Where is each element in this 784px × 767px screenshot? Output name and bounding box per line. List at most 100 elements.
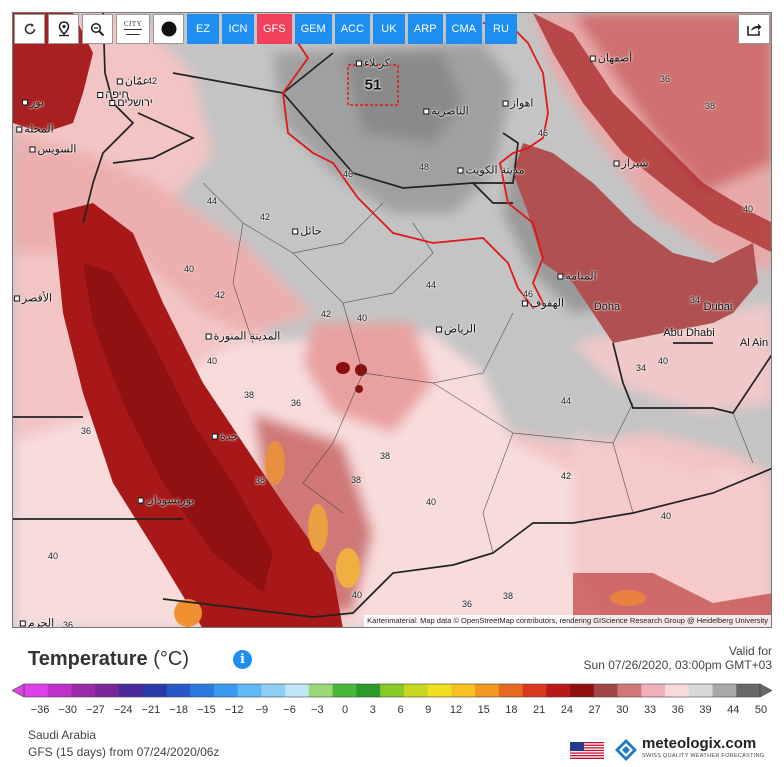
share-icon xyxy=(747,23,762,36)
city-label[interactable]: المنامة xyxy=(557,270,596,283)
city-label[interactable]: بورتسودان xyxy=(138,494,195,507)
model-button-gfs[interactable]: GFS xyxy=(257,14,292,44)
city-mode-icon: CITY xyxy=(123,19,143,30)
scale-tick-label: −9 xyxy=(255,704,269,716)
city-label-latin[interactable]: Al Ain xyxy=(739,337,769,349)
scale-tick-label: 15 xyxy=(477,704,490,716)
city-label-latin[interactable]: Doha xyxy=(593,301,621,313)
city-label[interactable]: الأقصر xyxy=(14,292,52,305)
temperature-value-label: 40 xyxy=(351,590,363,600)
scale-swatch xyxy=(237,684,263,697)
city-mode-button[interactable]: CITY xyxy=(116,14,150,44)
temperature-value-label: 34 xyxy=(635,363,647,373)
temperature-value-label: 38 xyxy=(243,390,255,400)
scale-swatch xyxy=(47,684,73,697)
scale-swatch xyxy=(356,684,381,697)
scale-tick-label: −30 xyxy=(58,704,78,716)
city-label[interactable]: مدينة الكويت xyxy=(457,164,524,177)
model-button-cma[interactable]: CMA xyxy=(445,14,482,44)
map-attribution[interactable]: Kartenmaterial: Map data © OpenStreetMap… xyxy=(364,615,771,627)
refresh-button[interactable] xyxy=(14,14,45,44)
temperature-value-label: 36 xyxy=(80,426,92,436)
city-label[interactable]: جدة xyxy=(212,430,238,443)
temperature-value-label: 40 xyxy=(742,204,754,214)
city-label-latin[interactable]: Abu Dhabi xyxy=(663,327,715,339)
scale-swatch xyxy=(142,684,168,697)
scale-tick-label: 50 xyxy=(754,704,768,716)
temperature-map[interactable]: كربلاء أصفهان عمّان חיפה ירושלים بور المحلة الس… xyxy=(12,12,772,628)
share-button[interactable] xyxy=(738,14,770,44)
scale-swatch xyxy=(546,684,571,697)
legend-title-text: Temperature xyxy=(28,648,148,670)
scale-tick-label: 27 xyxy=(588,704,601,716)
scale-swatch xyxy=(522,684,547,697)
scale-swatch xyxy=(332,684,357,697)
refresh-icon xyxy=(24,23,35,35)
scale-tick-label: −36 xyxy=(30,704,50,716)
persian-gulf xyxy=(513,143,758,343)
max-marker-value: 51 xyxy=(364,76,382,94)
scale-swatch xyxy=(665,684,690,697)
city-label[interactable]: بور xyxy=(22,96,44,109)
model-button-ez[interactable]: EZ xyxy=(187,14,219,44)
scale-swatch xyxy=(570,684,595,697)
city-label[interactable]: الرياض xyxy=(436,323,476,336)
scale-swatch xyxy=(118,684,144,697)
scale-swatch xyxy=(285,684,310,697)
zoom-out-button[interactable] xyxy=(82,14,113,44)
scale-tick-label: 3 xyxy=(369,704,376,716)
temperature-value-label: 40 xyxy=(657,356,669,366)
scale-min-arrow xyxy=(12,683,25,698)
model-button-acc[interactable]: ACC xyxy=(334,14,370,44)
scale-swatch xyxy=(688,684,714,697)
city-label[interactable]: ירושלים xyxy=(109,97,153,109)
point-mode-button[interactable] xyxy=(153,14,184,44)
model-selector: EZ ICN GFS GEM ACC UK ARP CMA RU xyxy=(187,14,517,44)
city-label[interactable]: الحرم xyxy=(20,617,54,628)
city-label[interactable]: حائل xyxy=(292,225,322,238)
city-label-latin[interactable]: Dubai xyxy=(703,301,733,313)
model-button-icn[interactable]: ICN xyxy=(222,14,254,44)
model-button-ru[interactable]: RU xyxy=(485,14,517,44)
city-label[interactable]: المحلة xyxy=(16,123,53,136)
scale-tick-label: 24 xyxy=(560,704,573,716)
temperature-value-label: 40 xyxy=(425,497,437,507)
city-label[interactable]: اهواز xyxy=(503,97,534,110)
temperature-value-label: 36 xyxy=(659,74,671,84)
scale-tick-label: −3 xyxy=(311,704,324,716)
location-button[interactable] xyxy=(48,14,79,44)
model-button-uk[interactable]: UK xyxy=(372,14,405,44)
scale-swatch xyxy=(593,684,619,697)
us-flag-icon[interactable] xyxy=(570,741,604,759)
temperature-value-label: 42 xyxy=(214,290,226,300)
city-label[interactable]: السويس xyxy=(30,143,77,156)
temperature-value-label: 48 xyxy=(418,162,430,172)
city-label[interactable]: شيراز xyxy=(614,157,649,170)
scale-swatch xyxy=(190,684,215,697)
scale-tick-label: −6 xyxy=(283,704,296,716)
city-label[interactable]: المدينة المنورة xyxy=(206,330,281,343)
scale-tick-label: 0 xyxy=(341,704,349,716)
scale-swatch xyxy=(451,684,476,697)
scale-tick-label: −27 xyxy=(86,704,105,716)
brand[interactable]: meteologix.com SWISS QUALITY WEATHER FOR… xyxy=(570,736,764,764)
city-label[interactable]: كربلاء xyxy=(356,57,390,70)
scale-swatch xyxy=(380,684,405,697)
valid-label: Valid for xyxy=(728,644,772,658)
city-label[interactable]: الناصرية xyxy=(423,105,468,118)
city-label[interactable]: أصفهان xyxy=(590,52,632,65)
city-label[interactable]: عمّان xyxy=(117,75,149,88)
scale-swatch xyxy=(95,684,120,697)
scale-swatch xyxy=(641,684,666,697)
scale-tick-label: 21 xyxy=(533,704,546,716)
model-button-gem[interactable]: GEM xyxy=(294,14,332,44)
legend-title: Temperature (°C) xyxy=(28,648,189,671)
scale-swatch xyxy=(617,684,642,697)
info-icon[interactable]: i xyxy=(233,650,252,669)
city-label[interactable]: الهفوف xyxy=(522,297,564,310)
temperature-value-label: 36 xyxy=(461,599,473,609)
color-scale-ticks: −36 −30 −27 −24 −21 −18 −15 −12 −9 −6 −3 0 3 6 9 12 15 18… xyxy=(0,704,784,720)
scale-tick-label: 6 xyxy=(397,704,404,716)
scale-tick-label: 30 xyxy=(616,704,629,716)
model-button-arp[interactable]: ARP xyxy=(407,14,443,44)
